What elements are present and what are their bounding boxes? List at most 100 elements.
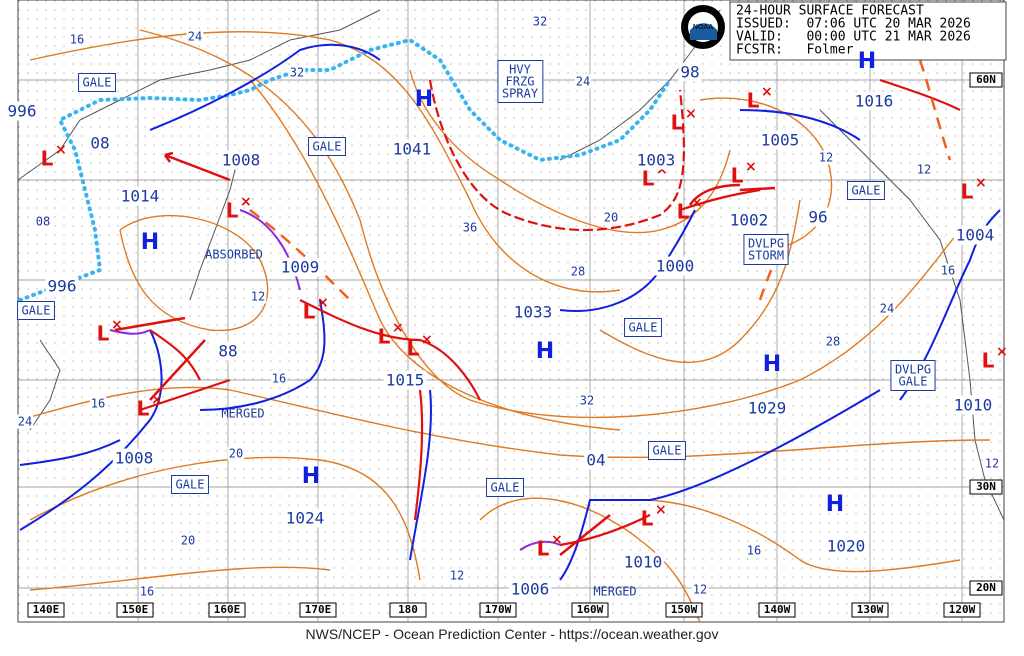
low-pressure: L (303, 300, 316, 324)
label-bg (939, 263, 957, 278)
central-pressure: 1010 (954, 396, 993, 415)
ice-edge (18, 37, 672, 302)
low-pressure: L (226, 199, 239, 223)
isobar-label: 16 (747, 544, 761, 558)
high-pressure: H (858, 49, 876, 74)
high-pressure: H (826, 492, 844, 517)
longitude-label: 170E (305, 603, 332, 616)
lon-box (208, 602, 246, 618)
low-x: × (317, 295, 329, 311)
isobar-label: 24 (880, 302, 894, 316)
isobar-label: 24 (18, 415, 32, 429)
warning-text: GALE (653, 444, 682, 458)
low-pressure: L (961, 180, 974, 204)
latitude-label: 20N (976, 581, 996, 594)
longitude-label: 130W (857, 603, 884, 616)
isobar-label: 24 (576, 75, 590, 89)
lon-box (299, 602, 337, 618)
isobar-label: 12 (985, 457, 999, 471)
lon-box (389, 602, 427, 618)
central-pressure: 1004 (956, 226, 995, 245)
warning-box (743, 234, 789, 265)
label-bg (817, 150, 835, 165)
label-bg (179, 533, 197, 548)
central-pressure: 1005 (761, 131, 800, 150)
pressure-box (88, 133, 112, 153)
label-bg (448, 568, 466, 583)
warning-text: GALE (629, 321, 658, 335)
pressure-box (511, 302, 555, 322)
header-line: 24-HOUR SURFACE FORECAST (736, 4, 924, 19)
low-x: × (551, 532, 563, 548)
label-bg (824, 334, 842, 349)
warning-text: GALE (22, 304, 51, 318)
warning-box (486, 478, 524, 497)
label-bg (578, 393, 596, 408)
central-pressure: 996 (48, 277, 77, 296)
warning-text: DVLPG (895, 363, 931, 377)
lat-box (969, 72, 1003, 88)
isobar-label: 32 (580, 394, 594, 408)
isobar-label: 36 (463, 221, 477, 235)
pressure-box (508, 579, 552, 599)
low-x: × (111, 317, 123, 333)
pressure-box (758, 130, 802, 150)
warning-text: GALE (899, 375, 928, 389)
low-x: × (240, 194, 252, 210)
label-bg (34, 214, 52, 229)
header-line: VALID: 00:00 UTC 21 MAR 2026 (736, 30, 971, 45)
isobar-label: 32 (533, 15, 547, 29)
warning-text: GALE (491, 481, 520, 495)
warning-box (17, 301, 55, 320)
label-bg (68, 32, 86, 47)
low-x: × (975, 175, 987, 191)
note-label: MERGED (593, 585, 636, 599)
low-x: × (996, 344, 1008, 360)
label-bg (745, 543, 763, 558)
pressure-box (824, 536, 868, 556)
low-x: × (685, 106, 697, 122)
isobar-label: 32 (290, 66, 304, 80)
central-pressure: 1029 (748, 399, 787, 418)
low-x: × (745, 159, 757, 175)
low-pressure: L (671, 111, 684, 135)
warning-box (648, 441, 686, 460)
low-x: × (761, 84, 773, 100)
lat-box (969, 580, 1003, 596)
high-pressure: H (415, 87, 433, 112)
isobar-label: 16 (70, 33, 84, 47)
warning-box (78, 73, 116, 92)
pressure-box (951, 395, 995, 415)
high-pressure: H (302, 464, 320, 489)
low-x: × (421, 332, 433, 348)
longitude-label: 160E (214, 603, 241, 616)
central-pressure: 98 (680, 63, 699, 82)
lon-box (665, 602, 703, 618)
low-pressure: L (97, 322, 110, 346)
low-x: × (656, 162, 668, 178)
central-pressure: 1041 (393, 140, 432, 159)
central-pressure: 1009 (281, 258, 320, 277)
longitude-label: 120W (949, 603, 976, 616)
isobar-label: 12 (251, 290, 265, 304)
footer: NWS/NCEP - Ocean Prediction Center - htt… (305, 626, 719, 642)
note-label: MERGED (221, 407, 264, 421)
isobar-label: 12 (819, 151, 833, 165)
warning-text: GALE (83, 76, 112, 90)
label-bg (249, 289, 267, 304)
label-bg (531, 14, 549, 29)
warning-box (890, 360, 936, 391)
label-bg (915, 162, 933, 177)
header-box (729, 1, 1007, 61)
label-bg (288, 65, 306, 80)
warning-text: SPRAY (502, 87, 539, 101)
isobar-label: 12 (450, 569, 464, 583)
isobar-label: 12 (693, 583, 707, 597)
noaa-logo (681, 5, 725, 49)
isobar-label: 20 (181, 534, 195, 548)
warning-box (847, 181, 885, 200)
isobar-label: 12 (917, 163, 931, 177)
warning-box (624, 318, 662, 337)
pressure-box (45, 276, 79, 296)
pressure-box (118, 186, 162, 206)
